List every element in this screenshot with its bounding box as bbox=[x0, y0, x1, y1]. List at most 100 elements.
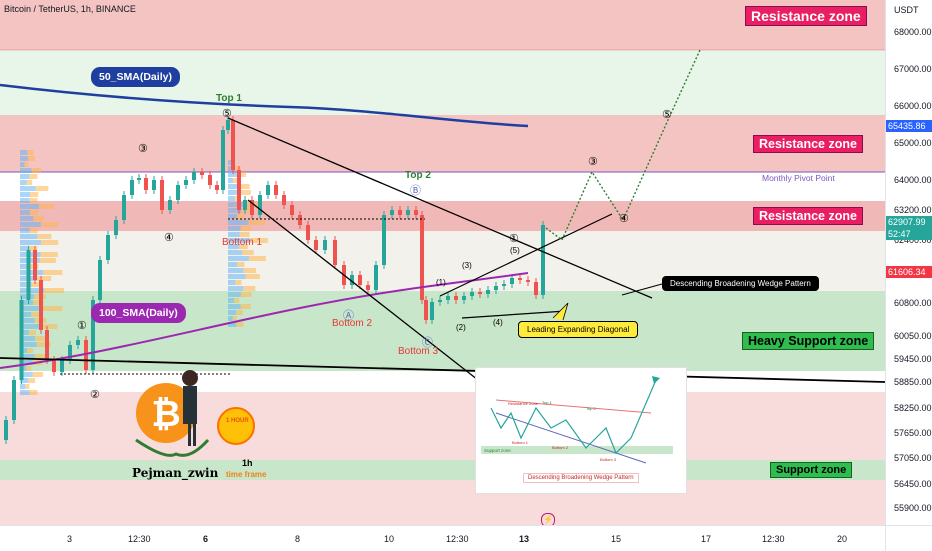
volume-profile-bar bbox=[20, 234, 38, 239]
candle-body bbox=[526, 280, 530, 282]
time-axis[interactable]: 3 12:30 6 8 10 12:30 13 15 17 12:30 20 bbox=[0, 525, 885, 551]
lightning-icon[interactable]: ⚡ bbox=[541, 513, 555, 525]
candle-body bbox=[144, 178, 148, 190]
volume-profile-bar bbox=[20, 156, 29, 161]
candle-body bbox=[390, 210, 394, 215]
candle-body bbox=[290, 205, 294, 215]
candle-body bbox=[502, 284, 506, 286]
volume-profile-bar bbox=[29, 210, 39, 215]
candle-body bbox=[243, 200, 247, 210]
candle-body bbox=[215, 185, 219, 190]
volume-profile-bar bbox=[20, 204, 39, 209]
volume-profile-bar bbox=[29, 246, 38, 251]
volume-profile-bar bbox=[20, 288, 45, 293]
volume-profile-bar bbox=[20, 348, 28, 353]
wedge-callout-pointer bbox=[621, 283, 663, 296]
volume-profile-bar bbox=[20, 390, 30, 395]
sub-wave-5-mark: (5) bbox=[510, 246, 520, 255]
candle-body bbox=[91, 300, 95, 370]
bottom1-label: Bottom 1 bbox=[222, 237, 263, 248]
sma50-line bbox=[0, 83, 529, 128]
candle-body bbox=[221, 130, 225, 190]
volume-profile-bar bbox=[249, 238, 268, 243]
candle-body bbox=[398, 210, 402, 215]
timeframe-value: 1h bbox=[242, 458, 253, 468]
volume-profile-bar bbox=[228, 316, 233, 321]
candle-body bbox=[68, 345, 72, 360]
candle-body bbox=[366, 285, 370, 290]
volume-profile-bar bbox=[245, 274, 260, 279]
candle-body bbox=[424, 300, 428, 320]
resistance-band-low bbox=[0, 201, 885, 231]
volume-profile-bar bbox=[40, 324, 58, 329]
sma100-line bbox=[0, 272, 529, 369]
volume-profile-bar bbox=[28, 156, 35, 161]
price-tick: 62400.00 bbox=[894, 235, 932, 245]
volume-profile-bar bbox=[20, 372, 33, 377]
volume-profile-bar bbox=[248, 256, 266, 261]
proj-wave-5-mark: ⑤ bbox=[662, 109, 672, 121]
volume-profile-bar bbox=[228, 268, 244, 273]
wave-4-mark: ④ bbox=[164, 232, 174, 244]
candle-body bbox=[494, 286, 498, 290]
price-axis[interactable]: USDT 68000.00 67000.00 66000.00 65000.00… bbox=[885, 0, 932, 525]
volume-profile-bar bbox=[20, 180, 27, 185]
volume-profile-bar bbox=[20, 318, 35, 323]
price-tick: 56450.00 bbox=[894, 479, 932, 489]
candle-body bbox=[446, 296, 450, 300]
top2-label: Top 2 bbox=[405, 170, 431, 181]
countdown-tag: 52:47 bbox=[886, 228, 932, 240]
volume-profile-bar bbox=[20, 312, 32, 317]
inset-support-label: Support zone bbox=[484, 448, 511, 453]
inset-bottom3-label: Bottom 3 bbox=[600, 457, 617, 462]
inset-title: Descending Broadening Wedge Pattern bbox=[523, 473, 639, 483]
volume-profile-bar bbox=[20, 360, 33, 365]
volume-profile-bar bbox=[228, 178, 234, 183]
volume-profile-bar bbox=[20, 240, 42, 245]
level-price-tag: 61606.34 bbox=[886, 266, 932, 278]
candle-body bbox=[438, 300, 442, 302]
candle-body bbox=[306, 225, 310, 240]
volume-profile-bar bbox=[33, 300, 44, 305]
wave-3-mark: ③ bbox=[138, 143, 148, 155]
proj-wave-1-mark: ① bbox=[509, 233, 519, 245]
candle-body bbox=[274, 185, 278, 195]
candle-body bbox=[52, 360, 56, 372]
wave-2-mark: ② bbox=[90, 389, 100, 401]
current-price-tag: 62907.99 bbox=[886, 216, 932, 228]
candle-body bbox=[478, 292, 482, 294]
price-tick: 57650.00 bbox=[894, 428, 932, 438]
volume-profile-bar bbox=[40, 222, 58, 227]
author-logo: ₿ 1 HOUR Pejman_zwin 1h time frame bbox=[128, 368, 288, 488]
volume-profile-bar bbox=[37, 234, 52, 239]
wave-5-mark: ⑤ bbox=[222, 108, 232, 120]
volume-profile-bar bbox=[40, 252, 58, 257]
chart-area[interactable]: Bitcoin / TetherUS, 1h, BINANCE Resistan… bbox=[0, 0, 885, 525]
candle-body bbox=[200, 172, 204, 175]
hour-badge-text: 1 HOUR bbox=[226, 418, 249, 424]
volume-profile-bar bbox=[32, 372, 44, 377]
price-tick: 64000.00 bbox=[894, 175, 932, 185]
volume-profile-bar bbox=[228, 304, 241, 309]
wave-a-mark: Ⓐ bbox=[343, 310, 354, 322]
heavy-support-label: Heavy Support zone bbox=[742, 332, 875, 350]
pivot-price-tag: 65435.86 bbox=[886, 120, 932, 132]
candle-body bbox=[350, 275, 354, 285]
volume-profile-bar bbox=[228, 280, 236, 285]
volume-profile-bar bbox=[228, 274, 246, 279]
inset-top2-label: Top 2 bbox=[586, 406, 596, 411]
volume-profile-bar bbox=[20, 246, 30, 251]
price-tick: 68000.00 bbox=[894, 27, 932, 37]
time-tick: 6 bbox=[203, 534, 209, 544]
candle-body bbox=[323, 240, 327, 250]
volume-profile-bar bbox=[235, 280, 242, 285]
timeframe-label: time frame bbox=[226, 470, 267, 479]
volume-profile-bar bbox=[28, 378, 36, 383]
candle-body bbox=[176, 185, 180, 200]
candle-body bbox=[462, 296, 466, 300]
volume-profile-bar bbox=[228, 298, 235, 303]
chart-canvas[interactable] bbox=[0, 0, 885, 525]
volume-profile-bar bbox=[228, 322, 237, 327]
time-tick: 3 bbox=[67, 534, 73, 544]
volume-profile-bar bbox=[37, 276, 52, 281]
